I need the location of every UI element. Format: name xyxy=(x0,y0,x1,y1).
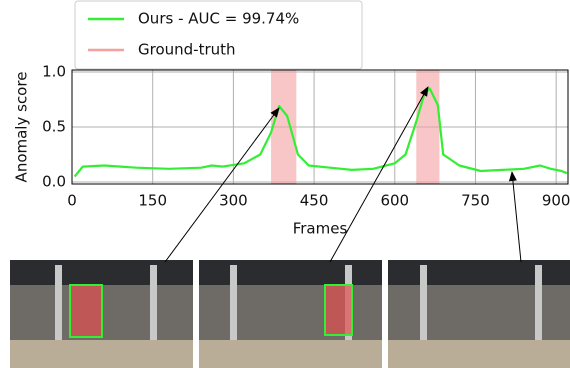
video-frames xyxy=(10,260,570,368)
y-tick-label: 1.0 xyxy=(42,63,66,81)
x-tick-label: 600 xyxy=(380,192,409,210)
y-tick-label: 0.5 xyxy=(42,118,66,136)
y-axis-label: Anomaly score xyxy=(13,72,31,183)
arrow xyxy=(512,172,521,262)
frame-thumbnail xyxy=(10,260,193,368)
x-axis-label: Frames xyxy=(293,220,348,238)
ground-truth-span xyxy=(271,70,296,184)
x-tick-label: 750 xyxy=(461,192,490,210)
legend-label: Ground-truth xyxy=(138,41,236,59)
x-tick-label: 150 xyxy=(138,192,167,210)
y-tick-label: 0.0 xyxy=(42,173,66,191)
x-tick-label: 300 xyxy=(219,192,248,210)
x-tick-label: 450 xyxy=(300,192,329,210)
figure: Anomaly score Frames 0 150 300 450 600 750 900… xyxy=(0,0,570,368)
frame-thumbnail xyxy=(199,260,382,368)
x-tick-label: 900 xyxy=(542,192,570,210)
frame-thumbnail xyxy=(388,260,570,368)
x-tick-label: 0 xyxy=(67,192,77,210)
legend-label: Ours - AUC = 99.74% xyxy=(138,10,299,28)
